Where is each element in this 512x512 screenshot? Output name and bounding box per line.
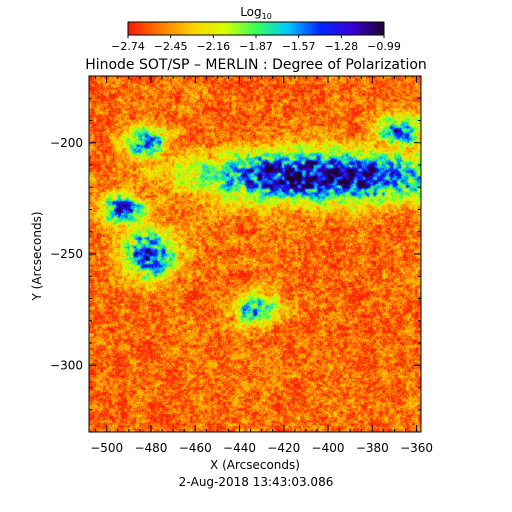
x-tick-label: −360 xyxy=(400,441,433,455)
x-axis: −500 −480 −460 −440 −420 −400 −380 −360 xyxy=(90,76,433,455)
colorbar-tick-label: −1.28 xyxy=(324,40,358,53)
colorbar-label: Log10 xyxy=(240,5,272,21)
heatmap-plot xyxy=(88,75,422,433)
colorbar: Log10 −2.74 −2.45 −2.16 −1.87 −1.57 −1.28 −0.9… xyxy=(111,5,401,53)
chart-title: Hinode SOT/SP – MERLIN : Degree of Polar… xyxy=(85,57,427,73)
colorbar-tick-label: −0.99 xyxy=(367,40,401,53)
heatmap-canvas xyxy=(89,76,421,432)
y-tick-label: −250 xyxy=(50,247,83,261)
y-tick-label: −300 xyxy=(50,358,83,372)
x-tick-label: −440 xyxy=(223,441,256,455)
colorbar-ticks: −2.74 −2.45 −2.16 −1.87 −1.57 −1.28 −0.99 xyxy=(111,35,401,53)
colorbar-tick-label: −1.57 xyxy=(282,40,316,53)
y-axis: −200 −250 −300 xyxy=(50,75,421,433)
x-tick-label: −500 xyxy=(90,441,123,455)
x-tick-label: −480 xyxy=(134,441,167,455)
colorbar-tick-label: −2.74 xyxy=(111,40,145,53)
x-tick-label: −420 xyxy=(267,441,300,455)
colorbar-tick-label: −2.16 xyxy=(196,40,230,53)
x-tick-label: −380 xyxy=(356,441,389,455)
colorbar-tick-label: −1.87 xyxy=(239,40,273,53)
colorbar-gradient xyxy=(127,21,385,36)
y-axis-label: Y (Arcseconds) xyxy=(30,211,44,301)
colorbar-tick-label: −2.45 xyxy=(154,40,188,53)
y-tick-label: −200 xyxy=(50,136,83,150)
x-tick-label: −460 xyxy=(179,441,212,455)
timestamp: 2‑Aug‑2018 13:43:03.086 xyxy=(179,475,334,489)
x-tick-label: −400 xyxy=(312,441,345,455)
x-axis-label: X (Arcseconds) xyxy=(210,458,300,472)
